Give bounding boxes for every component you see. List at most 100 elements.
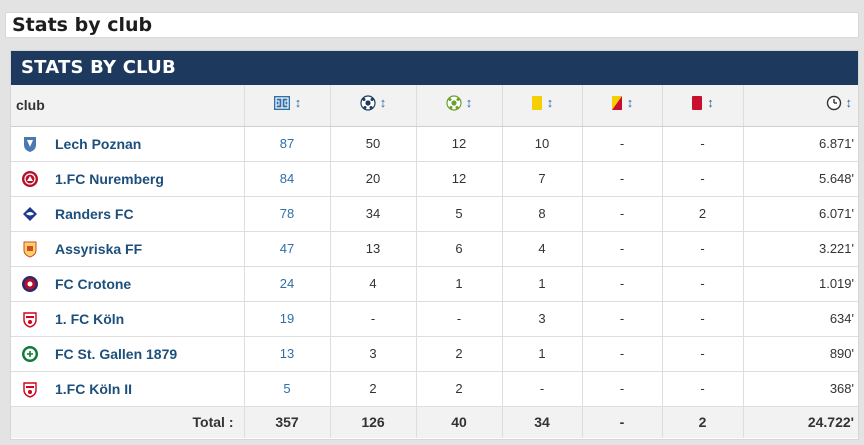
goals-cell: 13 xyxy=(330,231,417,267)
club-link[interactable]: 1.FC Nuremberg xyxy=(55,170,164,187)
table-row: 1. FC Köln 19 - - 3 - - 634' xyxy=(11,301,858,337)
red-cards-column-header[interactable]: ↕ xyxy=(662,85,744,127)
red-cards-cell: - xyxy=(662,266,744,302)
appearances-cell[interactable]: 84 xyxy=(244,161,331,197)
second-yellow-cell: - xyxy=(582,336,663,372)
club-link[interactable]: FC Crotone xyxy=(55,275,132,292)
second-yellow-cell: - xyxy=(582,196,663,232)
goals-cell: 4 xyxy=(330,266,417,302)
club-cell: 1.FC Köln II xyxy=(11,371,245,407)
minutes-cell: 890' xyxy=(743,336,858,372)
second-yellow-column-header[interactable]: ↕ xyxy=(582,85,663,127)
koln-ii-crest-icon[interactable] xyxy=(21,380,39,398)
yellow-cards-cell: 8 xyxy=(502,196,583,232)
box-title: STATS BY CLUB xyxy=(11,51,858,85)
club-link[interactable]: Assyriska FF xyxy=(55,240,143,257)
table-row: FC St. Gallen 1879 13 3 2 1 - - 890' xyxy=(11,336,858,372)
appearances-cell[interactable]: 78 xyxy=(244,196,331,232)
sort-icon: ↕ xyxy=(294,95,302,111)
appearances-cell[interactable]: 19 xyxy=(244,301,331,337)
red-cards-cell: - xyxy=(662,336,744,372)
club-link[interactable]: FC St. Gallen 1879 xyxy=(55,345,178,362)
table-row: Randers FC 78 34 5 8 - 2 6.071' xyxy=(11,196,858,232)
table-row: 1.FC Nuremberg 84 20 12 7 - - 5.648' xyxy=(11,161,858,197)
total-goals: 126 xyxy=(330,406,417,438)
page-header: Stats by club xyxy=(5,12,859,38)
crotone-crest-icon[interactable] xyxy=(21,275,39,293)
minutes-cell: 368' xyxy=(743,371,858,407)
club-cell: FC St. Gallen 1879 xyxy=(11,336,245,372)
club-cell: Randers FC xyxy=(11,196,245,232)
assists-cell: 5 xyxy=(416,196,503,232)
yellow-cards-cell: 10 xyxy=(502,126,583,162)
assists-column-header[interactable]: ↕ xyxy=(416,85,503,127)
second-yellow-icon xyxy=(611,95,623,111)
assyriska-crest-icon[interactable] xyxy=(21,240,39,258)
table-row: 1.FC Köln II 5 2 2 - - - 368' xyxy=(11,371,858,407)
yellow-cards-cell: 1 xyxy=(502,266,583,302)
yellow-cards-column-header[interactable]: ↕ xyxy=(502,85,583,127)
club-cell: 1. FC Köln xyxy=(11,301,245,337)
table-header-row: club ↕ xyxy=(11,85,858,127)
goals-cell: 20 xyxy=(330,161,417,197)
goals-cell: 50 xyxy=(330,126,417,162)
minutes-cell: 5.648' xyxy=(743,161,858,197)
goals-cell: 34 xyxy=(330,196,417,232)
total-yellow-cards: 34 xyxy=(502,406,583,438)
sort-icon: ↕ xyxy=(707,95,714,111)
club-link[interactable]: 1.FC Köln II xyxy=(55,380,132,397)
total-minutes: 24.722' xyxy=(743,406,858,438)
club-link[interactable]: 1. FC Köln xyxy=(55,310,125,327)
appearances-cell[interactable]: 13 xyxy=(244,336,331,372)
red-cards-cell: - xyxy=(662,126,744,162)
club-cell: Assyriska FF xyxy=(11,231,245,267)
assists-cell: 6 xyxy=(416,231,503,267)
club-cell: Lech Poznan xyxy=(11,126,245,162)
assists-cell: 2 xyxy=(416,371,503,407)
total-appearances: 357 xyxy=(244,406,331,438)
assists-cell: 2 xyxy=(416,336,503,372)
assists-cell: 1 xyxy=(416,266,503,302)
nuremberg-crest-icon[interactable] xyxy=(21,170,39,188)
appearances-cell[interactable]: 47 xyxy=(244,231,331,267)
club-column-header: club xyxy=(11,85,245,127)
table-row: FC Crotone 24 4 1 1 - - 1.019' xyxy=(11,266,858,302)
yellow-cards-cell: - xyxy=(502,371,583,407)
red-cards-cell: - xyxy=(662,301,744,337)
minutes-cell: 6.871' xyxy=(743,126,858,162)
second-yellow-cell: - xyxy=(582,126,663,162)
red-cards-cell: - xyxy=(662,161,744,197)
goals-cell: 3 xyxy=(330,336,417,372)
totals-label: Total : xyxy=(11,406,245,438)
minutes-column-header[interactable]: ↕ xyxy=(743,85,858,127)
second-yellow-cell: - xyxy=(582,161,663,197)
appearances-column-header[interactable]: ↕ xyxy=(244,85,331,127)
total-second-yellow: - xyxy=(582,406,663,438)
table-row: Lech Poznan 87 50 12 10 - - 6.871' xyxy=(11,126,858,162)
club-link[interactable]: Randers FC xyxy=(55,205,134,222)
yellow-cards-cell: 1 xyxy=(502,336,583,372)
second-yellow-cell: - xyxy=(582,266,663,302)
second-yellow-cell: - xyxy=(582,371,663,407)
club-link[interactable]: Lech Poznan xyxy=(55,135,142,152)
koln-crest-icon[interactable] xyxy=(21,310,39,328)
goals-cell: 2 xyxy=(330,371,417,407)
minutes-cell: 1.019' xyxy=(743,266,858,302)
appearances-cell[interactable]: 24 xyxy=(244,266,331,302)
appearances-icon xyxy=(273,94,291,112)
st-gallen-crest-icon[interactable] xyxy=(21,345,39,363)
assists-cell: - xyxy=(416,301,503,337)
minutes-cell: 634' xyxy=(743,301,858,337)
second-yellow-cell: - xyxy=(582,231,663,267)
table-row: Assyriska FF 47 13 6 4 - - 3.221' xyxy=(11,231,858,267)
minutes-icon xyxy=(826,95,842,111)
appearances-cell[interactable]: 87 xyxy=(244,126,331,162)
red-cards-cell: - xyxy=(662,231,744,267)
appearances-cell[interactable]: 5 xyxy=(244,371,331,407)
randers-crest-icon[interactable] xyxy=(21,205,39,223)
goals-column-header[interactable]: ↕ xyxy=(330,85,417,127)
lech-poznan-crest-icon[interactable] xyxy=(21,135,39,153)
yellow-cards-cell: 7 xyxy=(502,161,583,197)
red-cards-cell: - xyxy=(662,371,744,407)
page-title: Stats by club xyxy=(12,14,153,36)
